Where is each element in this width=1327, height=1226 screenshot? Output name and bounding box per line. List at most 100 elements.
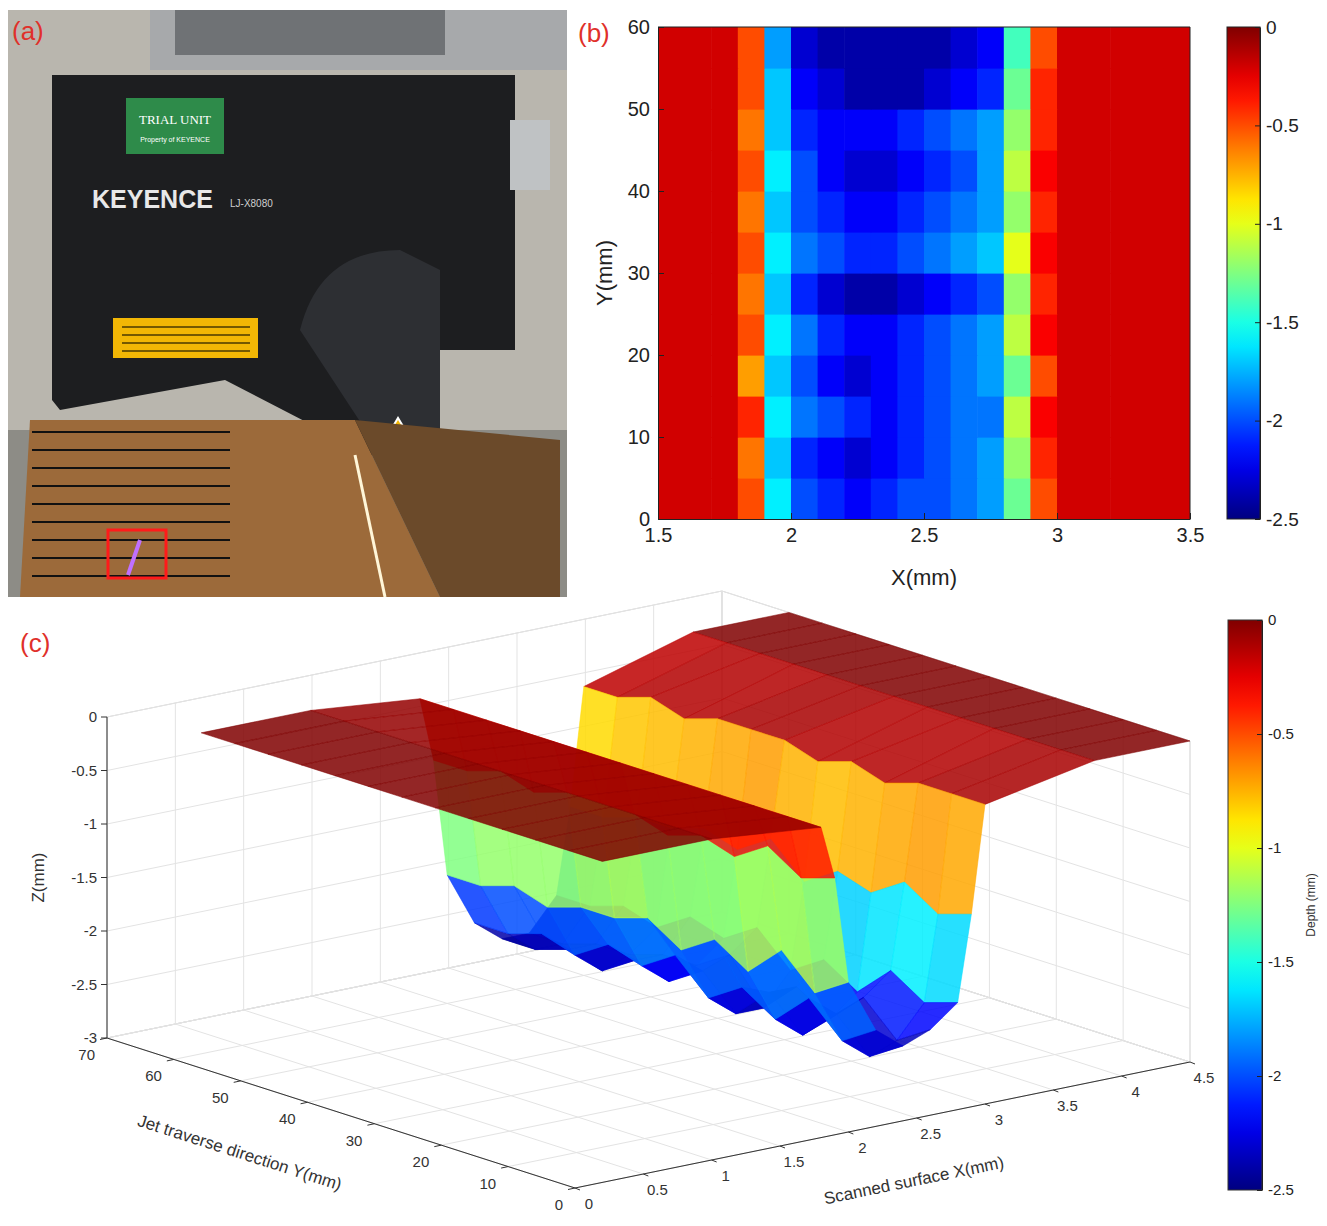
surface-patch bbox=[924, 914, 971, 1002]
heat-cell bbox=[951, 232, 978, 274]
heat-cell bbox=[871, 109, 898, 151]
x-axis-line bbox=[575, 1062, 1190, 1188]
heat-cell bbox=[764, 150, 791, 192]
heat-cell bbox=[685, 273, 712, 315]
tick-label: -0.5 bbox=[71, 762, 97, 779]
heat-cell bbox=[738, 191, 765, 233]
tick-mark bbox=[1257, 1190, 1262, 1191]
tick-mark bbox=[1257, 962, 1262, 963]
heat-cell bbox=[1057, 191, 1084, 233]
heat-cell bbox=[1030, 396, 1057, 438]
tick-label: 20 bbox=[628, 344, 650, 366]
heat-cell bbox=[1110, 150, 1137, 192]
heat-cell bbox=[711, 27, 738, 69]
heat-cell bbox=[685, 396, 712, 438]
tick-label: -2.5 bbox=[1266, 509, 1299, 530]
heat-cell bbox=[1057, 437, 1084, 479]
heat-cell bbox=[818, 437, 845, 479]
grid-line bbox=[575, 1062, 1190, 1188]
heat-cell bbox=[951, 478, 978, 519]
board-mark bbox=[32, 485, 230, 487]
label-text: TRIAL UNIT bbox=[139, 112, 211, 127]
tick-mark bbox=[101, 1038, 107, 1039]
tick-mark bbox=[1257, 848, 1262, 849]
heat-cell bbox=[871, 273, 898, 315]
x-axis: 1.522.533.5 bbox=[645, 513, 1205, 546]
heat-cell bbox=[1030, 150, 1057, 192]
warning-label bbox=[113, 318, 258, 358]
z-axis-title: Z(mm) bbox=[29, 852, 48, 902]
heat-cell bbox=[977, 150, 1004, 192]
tick-mark bbox=[100, 1038, 107, 1040]
board-mark bbox=[32, 449, 230, 451]
heat-cell bbox=[1004, 191, 1031, 233]
heat-cell bbox=[844, 355, 871, 397]
cut-groove bbox=[128, 540, 140, 575]
board-mark bbox=[32, 521, 230, 523]
heat-cell bbox=[791, 478, 818, 519]
tick-label: 30 bbox=[628, 262, 650, 284]
heat-cell bbox=[977, 396, 1004, 438]
board-mark bbox=[32, 431, 230, 433]
heat-cell bbox=[844, 273, 871, 315]
tick-label: 3 bbox=[1052, 524, 1063, 546]
heat-cell bbox=[897, 27, 924, 69]
label-text: Property of KEYENCE bbox=[140, 136, 210, 144]
heat-cell bbox=[818, 273, 845, 315]
x-axis-tick: 2.5 bbox=[911, 513, 939, 546]
board-mark bbox=[32, 467, 230, 469]
heat-cell bbox=[977, 68, 1004, 110]
y-axis-line bbox=[107, 1038, 575, 1188]
tick-label: 20 bbox=[413, 1153, 430, 1170]
heat-cell bbox=[1084, 396, 1111, 438]
tick-label: 3.5 bbox=[1177, 524, 1205, 546]
heat-cell bbox=[871, 355, 898, 397]
heat-cell bbox=[1137, 396, 1164, 438]
colorbar-axis-tick: -2 bbox=[1257, 1067, 1281, 1084]
colorbar-axis: 0-0.5-1-1.5-2-2.5 bbox=[1257, 611, 1294, 1198]
heat-cell bbox=[711, 355, 738, 397]
heat-cell bbox=[897, 355, 924, 397]
heat-cell bbox=[738, 437, 765, 479]
heat-cell bbox=[1004, 232, 1031, 274]
heat-cell bbox=[791, 355, 818, 397]
tick-mark bbox=[1257, 1076, 1262, 1077]
heat-cell bbox=[1057, 355, 1084, 397]
colorbar-axis-tick: -1.5 bbox=[1255, 312, 1299, 333]
y-axis-tick: 40 bbox=[628, 180, 664, 202]
tick-label: -2 bbox=[84, 922, 97, 939]
heat-cell bbox=[658, 191, 685, 233]
heat-cell bbox=[1163, 232, 1190, 274]
heat-cell bbox=[1084, 232, 1111, 274]
tick-label: 0.5 bbox=[647, 1181, 668, 1198]
heat-cell bbox=[1163, 191, 1190, 233]
heat-cell bbox=[764, 478, 791, 519]
heat-cell bbox=[685, 109, 712, 151]
tick-mark bbox=[367, 1124, 374, 1126]
heat-cell bbox=[658, 478, 685, 519]
heat-cell bbox=[1057, 68, 1084, 110]
heat-cell bbox=[738, 150, 765, 192]
heat-cell bbox=[1163, 478, 1190, 519]
tick-mark bbox=[780, 1146, 785, 1148]
heat-cell bbox=[791, 314, 818, 356]
tick-label: -1.5 bbox=[1268, 953, 1294, 970]
heat-cell bbox=[764, 437, 791, 479]
heat-cell bbox=[951, 191, 978, 233]
heat-cell bbox=[1137, 478, 1164, 519]
tick-mark bbox=[1255, 322, 1260, 323]
heat-cell bbox=[1004, 27, 1031, 69]
heat-cell bbox=[977, 109, 1004, 151]
heat-cell bbox=[711, 150, 738, 192]
tick-mark bbox=[658, 109, 664, 110]
heat-cell bbox=[871, 396, 898, 438]
heat-cell bbox=[1004, 273, 1031, 315]
heat-cell bbox=[844, 232, 871, 274]
heat-cell bbox=[1084, 27, 1111, 69]
tick-label: -2 bbox=[1266, 410, 1283, 431]
tick-label: -3 bbox=[84, 1029, 97, 1046]
y-axis: 0102030405060 bbox=[628, 16, 664, 530]
heat-cell bbox=[951, 27, 978, 69]
heat-cell bbox=[1137, 273, 1164, 315]
heat-cell bbox=[924, 437, 951, 479]
